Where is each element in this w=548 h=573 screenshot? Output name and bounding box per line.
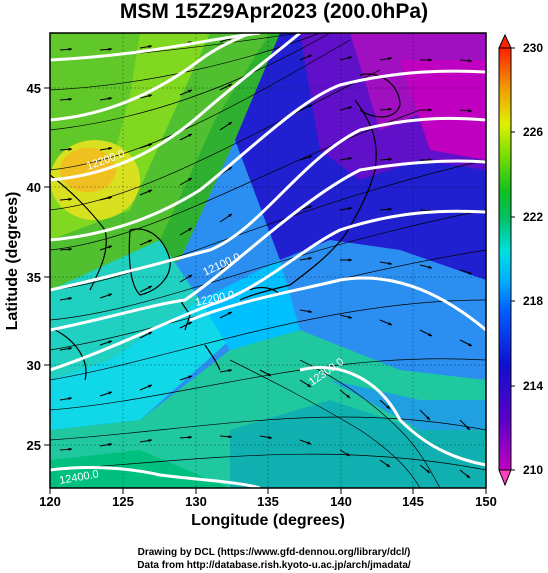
x-tick-label: 150 <box>475 494 497 509</box>
colorbar-tick-label: 226 <box>523 125 543 139</box>
x-tick-label: 130 <box>185 494 207 509</box>
colorbar-tick-label: 214 <box>523 379 543 393</box>
y-tick-label: 45 <box>27 81 41 96</box>
wind-arrows <box>59 37 473 479</box>
x-tick-label: 145 <box>402 494 424 509</box>
x-tick-label: 125 <box>112 494 134 509</box>
y-tick-label: 25 <box>27 438 41 453</box>
colorbar-top-triangle <box>498 33 512 49</box>
colorbar-gradient <box>498 47 512 471</box>
colorbar-bottom-triangle <box>498 469 512 487</box>
colorbar: 210 214 218 222 226 230 <box>498 33 543 487</box>
credit-drawing: Drawing by DCL (https://www.gfd-dennou.o… <box>137 547 411 558</box>
y-tick-label: 35 <box>27 270 41 285</box>
y-axis-ticks <box>44 87 50 446</box>
x-axis-label: Longitude (degrees) <box>191 512 345 529</box>
x-axis-ticks <box>49 488 487 494</box>
x-tick-label: 120 <box>39 494 61 509</box>
colorbar-tick-label: 230 <box>523 41 543 55</box>
y-tick-label: 30 <box>27 358 41 373</box>
coastlines <box>50 73 401 381</box>
colorbar-tick-label: 218 <box>523 294 543 308</box>
credit-data: Data from http://database.rish.kyoto-u.a… <box>137 560 411 571</box>
height-contours <box>50 33 486 488</box>
map-title: MSM 15Z29Apr2023 (200.0hPa) <box>119 0 429 23</box>
colorbar-tick-label: 222 <box>523 210 543 224</box>
y-tick-label: 40 <box>27 180 41 195</box>
x-tick-label: 140 <box>330 494 352 509</box>
colorbar-tick-label: 210 <box>523 463 543 477</box>
x-tick-label: 135 <box>257 494 279 509</box>
y-axis-label: Latitude (degrees) <box>4 191 21 331</box>
